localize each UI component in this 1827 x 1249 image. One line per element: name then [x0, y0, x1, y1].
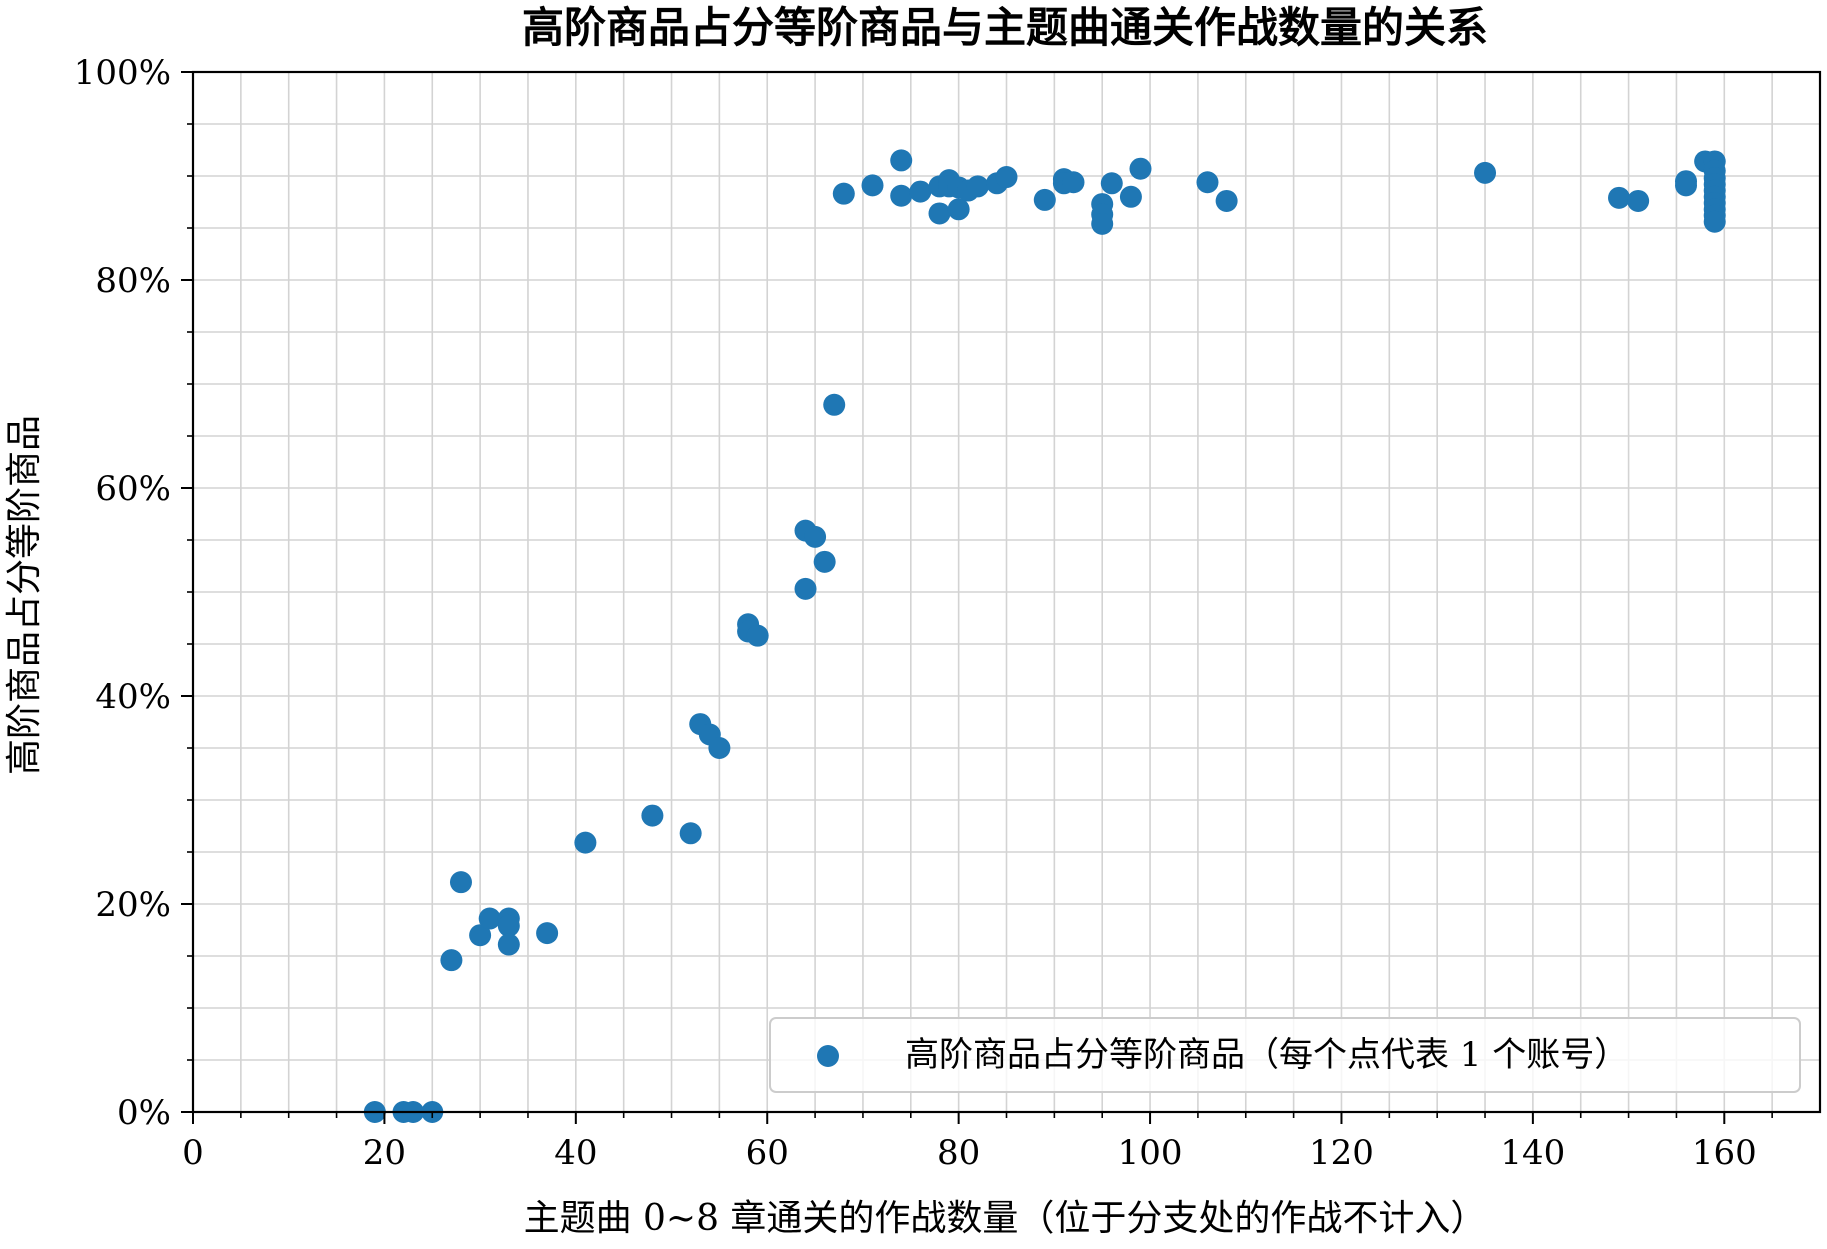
x-tick-label: 0	[182, 1133, 204, 1173]
data-point	[890, 184, 913, 207]
x-tick-label: 100	[1118, 1133, 1183, 1173]
data-point	[1129, 157, 1152, 180]
x-tick-label: 140	[1500, 1133, 1565, 1173]
data-point	[813, 550, 836, 573]
x-tick-label: 160	[1692, 1133, 1757, 1173]
x-tick-label: 60	[746, 1133, 789, 1173]
data-point	[832, 182, 855, 205]
data-point	[746, 624, 769, 647]
data-point	[1100, 172, 1123, 195]
x-tick-label: 20	[363, 1133, 406, 1173]
data-point	[478, 907, 501, 930]
x-tick-label: 80	[937, 1133, 980, 1173]
data-point	[890, 149, 913, 172]
data-point	[536, 922, 559, 945]
data-point	[794, 577, 817, 600]
data-point	[995, 166, 1018, 189]
tick-labels: 0 20 40 60 80 100 120 140 160 0% 20% 40% 60% 80% 100%	[74, 53, 1757, 1173]
data-point	[823, 393, 846, 416]
y-tick-label: 20%	[95, 885, 171, 925]
legend: 高阶商品占分等阶商品（每个点代表 1 个账号）	[769, 1017, 1801, 1093]
data-point	[1091, 212, 1114, 235]
data-point	[947, 198, 970, 221]
data-point	[1627, 189, 1650, 212]
x-tick-label: 120	[1309, 1133, 1374, 1173]
data-point	[574, 831, 597, 854]
data-point	[1703, 210, 1726, 233]
data-point	[1215, 189, 1238, 212]
data-point	[909, 180, 932, 203]
y-tick-label: 100%	[74, 53, 171, 93]
y-tick-label: 40%	[95, 677, 171, 717]
data-point	[497, 914, 520, 937]
data-point	[708, 737, 731, 759]
data-point	[449, 871, 472, 894]
data-point	[1675, 174, 1698, 197]
legend-label: 高阶商品占分等阶商品（每个点代表 1 个账号）	[905, 1035, 1628, 1075]
data-point	[1474, 161, 1497, 184]
data-point	[1062, 171, 1085, 194]
data-point	[1033, 188, 1056, 211]
axis-ticks	[181, 71, 1773, 1124]
legend-box	[769, 1017, 1801, 1093]
data-point	[1119, 185, 1142, 208]
data-point	[641, 804, 664, 827]
data-point	[440, 949, 463, 972]
data-point	[1608, 186, 1631, 209]
legend-marker	[817, 1045, 839, 1067]
data-point	[928, 202, 951, 225]
x-tick-label: 40	[554, 1133, 597, 1173]
data-point	[966, 175, 989, 198]
data-point	[861, 174, 884, 197]
data-point	[1196, 171, 1219, 194]
x-axis-label: 主题曲 0~8 章通关的作战数量（位于分支处的作战不计入）	[524, 1198, 1487, 1239]
data-point	[497, 933, 520, 956]
y-tick-label: 80%	[95, 261, 171, 301]
y-tick-label: 0%	[117, 1093, 171, 1133]
data-points	[363, 149, 1726, 1123]
y-tick-label: 60%	[95, 469, 171, 509]
data-point	[804, 525, 827, 548]
grid	[193, 72, 1820, 1112]
data-point	[469, 924, 492, 947]
chart-title: 高阶商品占分等阶商品与主题曲通关作战数量的关系	[522, 3, 1488, 52]
y-axis-label: 高阶商品占分等阶商品	[4, 415, 45, 775]
data-point	[679, 822, 702, 845]
